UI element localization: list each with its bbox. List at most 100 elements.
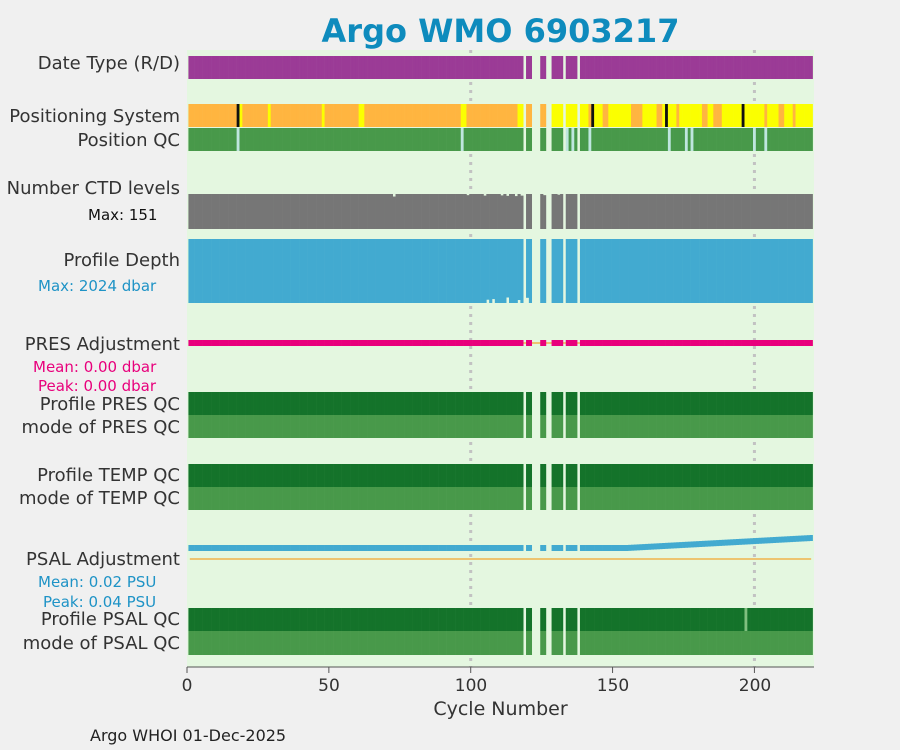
pres-mode-bar bbox=[228, 415, 232, 438]
positioning-bar bbox=[670, 104, 674, 127]
temp-qc-bar bbox=[611, 464, 615, 487]
psal-adjustment-mark bbox=[262, 545, 266, 551]
pres-adjustment-mark bbox=[772, 340, 776, 346]
psal-qc-bar bbox=[514, 608, 518, 631]
positioning-bar bbox=[798, 104, 802, 127]
date-type-bar bbox=[287, 56, 291, 79]
psal-adjustment-mark bbox=[205, 545, 209, 551]
positioning-bar bbox=[801, 104, 805, 127]
pres-mode-bar bbox=[574, 415, 578, 438]
positioning-bar bbox=[449, 104, 453, 127]
pres-qc-bar bbox=[191, 392, 195, 415]
positioning-bar bbox=[284, 104, 289, 127]
position-qc-bar bbox=[509, 128, 513, 151]
ctd-levels-bar bbox=[310, 194, 314, 229]
psal-mode-bar bbox=[194, 631, 198, 655]
temp-qc-bar bbox=[733, 464, 737, 487]
date-type-bar bbox=[727, 56, 731, 79]
psal-mode-bar bbox=[293, 631, 297, 655]
profile-depth-bar bbox=[369, 239, 374, 303]
ctd-levels-bar bbox=[659, 194, 663, 229]
positioning-bar bbox=[296, 104, 300, 127]
ctd-levels-bar bbox=[619, 194, 623, 229]
pres-adjustment-mark bbox=[222, 340, 226, 346]
positioning-bar bbox=[494, 104, 498, 127]
psal-adjustment-mark bbox=[265, 545, 269, 551]
position-qc-bar bbox=[477, 128, 481, 151]
date-type-bar bbox=[338, 56, 342, 79]
temp-mode-bar bbox=[469, 487, 473, 510]
temp-qc-bar bbox=[506, 464, 510, 487]
psal-qc-bar bbox=[242, 608, 246, 631]
ctd-levels-bar bbox=[806, 194, 811, 229]
pres-mode-bar bbox=[687, 415, 691, 438]
psal-adjustment-mark bbox=[256, 545, 260, 551]
psal-adjustment-mark bbox=[528, 545, 533, 551]
temp-qc-bar bbox=[659, 464, 663, 487]
psal-qc-bar bbox=[804, 608, 808, 631]
date-type-bar bbox=[735, 56, 740, 79]
position-qc-bar bbox=[259, 128, 263, 151]
psal-qc-bar bbox=[619, 608, 623, 631]
pres-mode-bar bbox=[469, 415, 473, 438]
psal-mode-bar bbox=[497, 631, 501, 655]
profile-depth-bar bbox=[551, 239, 555, 303]
profile-depth-bar bbox=[361, 239, 365, 303]
profile-depth-bar bbox=[438, 239, 442, 303]
psal-mode-bar bbox=[216, 631, 220, 655]
ctd-levels-bar bbox=[554, 194, 558, 229]
temp-qc-bar bbox=[613, 464, 618, 487]
temp-qc-bar bbox=[469, 464, 473, 487]
pres-adjustment-mark bbox=[199, 340, 203, 346]
psal-adjustment-mark bbox=[276, 545, 280, 551]
date-type-bar bbox=[511, 56, 515, 79]
psal-mode-bar bbox=[687, 631, 691, 655]
temp-qc-bar bbox=[398, 464, 402, 487]
psal-qc-bar bbox=[528, 608, 533, 631]
pres-qc-bar bbox=[228, 392, 232, 415]
positioning-bar bbox=[401, 104, 405, 127]
psal-mode-bar bbox=[599, 631, 603, 655]
pres-qc-bar bbox=[574, 392, 578, 415]
temp-mode-bar bbox=[387, 487, 391, 510]
psal-adjustment-mark bbox=[426, 545, 430, 551]
position-qc-bar bbox=[341, 128, 345, 151]
temp-mode-bar bbox=[781, 487, 785, 510]
pres-qc-bar bbox=[670, 392, 674, 415]
temp-qc-bar bbox=[463, 464, 467, 487]
psal-qc-bar bbox=[199, 608, 203, 631]
psal-qc-bar bbox=[404, 608, 408, 631]
pres-adjustment-mark bbox=[503, 340, 507, 346]
pres-adjustment-mark bbox=[622, 340, 626, 346]
date-type-bar bbox=[690, 56, 694, 79]
profile-depth-bar bbox=[753, 239, 757, 303]
pres-adjustment-mark bbox=[670, 340, 674, 346]
pres-qc-bar bbox=[384, 392, 388, 415]
pres-mode-bar bbox=[500, 415, 504, 438]
date-type-bar bbox=[673, 56, 677, 79]
pres-adjustment-mark bbox=[474, 340, 479, 346]
pres-mode-bar bbox=[389, 415, 393, 438]
positioning-bar bbox=[642, 104, 646, 127]
positioning-bar bbox=[367, 104, 371, 127]
psal-qc-bar bbox=[761, 608, 765, 631]
temp-mode-bar bbox=[721, 487, 725, 510]
temp-qc-bar bbox=[676, 464, 680, 487]
psal-mode-bar bbox=[273, 631, 277, 655]
pres-adjustment-mark bbox=[415, 340, 419, 346]
position-qc-bar bbox=[687, 128, 691, 151]
profile-depth-bar bbox=[423, 239, 428, 303]
psal-adjustment-mark bbox=[219, 545, 223, 551]
date-type-bar bbox=[423, 56, 428, 79]
temp-qc-bar bbox=[208, 464, 212, 487]
ctd-levels-bar bbox=[511, 194, 515, 229]
pres-qc-bar bbox=[662, 392, 666, 415]
temp-qc-bar bbox=[418, 464, 422, 487]
position-qc-bar bbox=[242, 128, 246, 151]
pres-adjustment-mark bbox=[316, 340, 320, 346]
psal-adjustment-mark bbox=[406, 545, 411, 551]
pres-mode-bar bbox=[693, 415, 697, 438]
position-qc-bar bbox=[707, 128, 711, 151]
positioning-bar bbox=[489, 104, 493, 127]
temp-qc-bar bbox=[526, 464, 530, 487]
